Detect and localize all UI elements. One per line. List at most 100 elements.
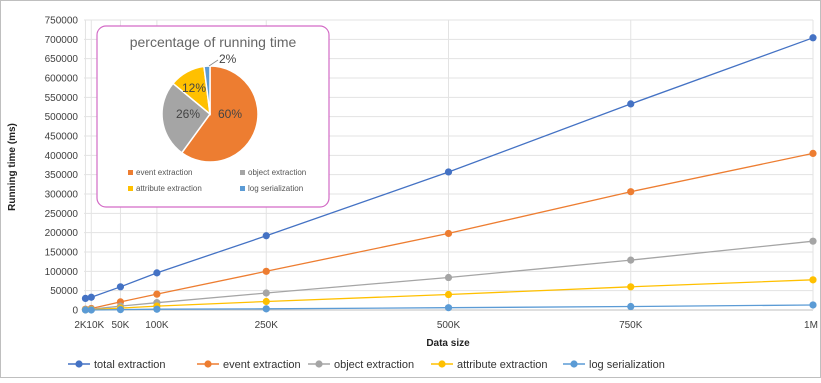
series-line <box>85 304 814 311</box>
data-point <box>116 306 125 314</box>
pie-legend-item: log serialization <box>240 184 303 193</box>
pie-inset: percentage of running time 60% 26% 12% 2% e… <box>96 25 330 208</box>
pie-data-label: 2% <box>219 52 237 66</box>
legend-item: log serialization <box>563 359 665 371</box>
data-point <box>81 306 90 314</box>
data-point <box>627 283 635 291</box>
pie-legend-label: object extraction <box>248 168 306 177</box>
data-point <box>627 302 635 311</box>
y-tick-label: 450000 <box>45 132 79 143</box>
pie-slice-log-serialization <box>203 65 211 115</box>
series-line <box>85 152 814 310</box>
y-tick-label: 250000 <box>45 209 79 220</box>
y-tick-label: 750000 <box>45 16 79 27</box>
data-point <box>444 273 453 282</box>
pie-leader-line <box>208 59 219 67</box>
data-point <box>444 168 453 176</box>
pie-legend-swatch <box>128 186 133 191</box>
data-point <box>809 301 817 309</box>
data-point <box>627 188 635 196</box>
pie-data-label: 60% <box>218 107 242 121</box>
pie-slice-object-extraction <box>161 82 212 154</box>
pie-legend-layer: event extraction object extraction attribu… <box>128 168 306 193</box>
y-tick-label: 150000 <box>45 248 79 259</box>
data-point <box>809 276 817 284</box>
pie-legend-item: object extraction <box>240 168 306 177</box>
pie-legend-label: attribute extraction <box>136 184 202 193</box>
data-point <box>262 267 270 275</box>
pie-title: percentage of running time <box>130 34 297 50</box>
pie-legend-label: log serialization <box>248 184 303 193</box>
y-tick-label: 500000 <box>45 112 79 123</box>
x-axis-title: Data size <box>426 338 470 349</box>
axis-layer: 0 50000 100000 150000 200000 250000 300000 3500… <box>45 16 818 332</box>
data-point <box>153 269 161 277</box>
y-tick-label: 100000 <box>45 267 79 278</box>
data-point <box>81 294 90 302</box>
legend-layer: total extraction event extraction object e… <box>68 359 665 371</box>
y-tick-label: 600000 <box>45 74 79 85</box>
data-point <box>153 305 161 313</box>
data-point <box>627 100 635 108</box>
data-point <box>444 290 453 299</box>
y-tick-label: 650000 <box>45 54 79 65</box>
data-point <box>809 34 817 42</box>
y-tick-label: 350000 <box>45 170 79 181</box>
pie-data-label: 12% <box>182 81 206 95</box>
pie-legend-label: event extraction <box>136 168 192 177</box>
data-point <box>262 289 270 297</box>
data-point <box>87 293 95 301</box>
pie-legend-item: attribute extraction <box>128 184 202 193</box>
x-tick-label: 2K <box>74 320 87 331</box>
x-tick-label: 10K <box>86 320 104 331</box>
data-point <box>153 290 161 298</box>
data-point <box>809 237 817 245</box>
pie-legend-swatch <box>240 170 245 175</box>
legend-item: event extraction <box>197 359 301 371</box>
data-point <box>627 256 635 264</box>
series-log-serialization <box>81 301 817 314</box>
legend-swatch-marker <box>570 360 578 368</box>
y-tick-label: 700000 <box>45 35 79 46</box>
legend-item: total extraction <box>68 359 166 371</box>
data-point <box>262 232 270 240</box>
legend-item: attribute extraction <box>431 359 548 371</box>
pie-layer: 60% 26% 12% 2% <box>161 52 259 163</box>
data-point <box>262 305 270 313</box>
legend-label: total extraction <box>94 359 166 371</box>
legend-label: event extraction <box>223 359 301 371</box>
y-tick-label: 300000 <box>45 190 79 201</box>
legend-swatch-marker <box>438 360 446 368</box>
x-tick-label: 250K <box>255 320 279 331</box>
data-point <box>444 304 453 312</box>
x-tick-label: 100K <box>145 320 169 331</box>
pie-legend-swatch <box>240 186 245 191</box>
y-tick-label: 0 <box>72 306 78 317</box>
data-point <box>444 229 453 238</box>
y-tick-label: 200000 <box>45 228 79 239</box>
legend-label: object extraction <box>334 359 414 371</box>
legend-swatch-marker <box>204 360 212 368</box>
x-tick-label: 1M <box>804 320 818 331</box>
legend-swatch-marker <box>315 360 323 368</box>
legend-label: attribute extraction <box>457 359 548 371</box>
data-point <box>87 306 95 314</box>
pie-data-label: 26% <box>176 107 200 121</box>
y-tick-label: 50000 <box>50 286 78 297</box>
data-point <box>116 283 125 291</box>
pie-legend-item: event extraction <box>128 168 192 177</box>
series-line <box>85 240 814 311</box>
y-tick-label: 400000 <box>45 151 79 162</box>
pie-slice-event-extraction <box>180 65 259 163</box>
series-layer <box>81 34 817 314</box>
x-tick-label: 500K <box>437 320 461 331</box>
pie-legend-swatch <box>128 170 133 175</box>
series-line <box>85 37 814 300</box>
series-total-extraction <box>81 34 817 302</box>
y-tick-label: 550000 <box>45 93 79 104</box>
data-point <box>262 297 270 306</box>
x-tick-label: 50K <box>112 320 130 331</box>
y-axis-title: Running time (ms) <box>7 123 18 211</box>
